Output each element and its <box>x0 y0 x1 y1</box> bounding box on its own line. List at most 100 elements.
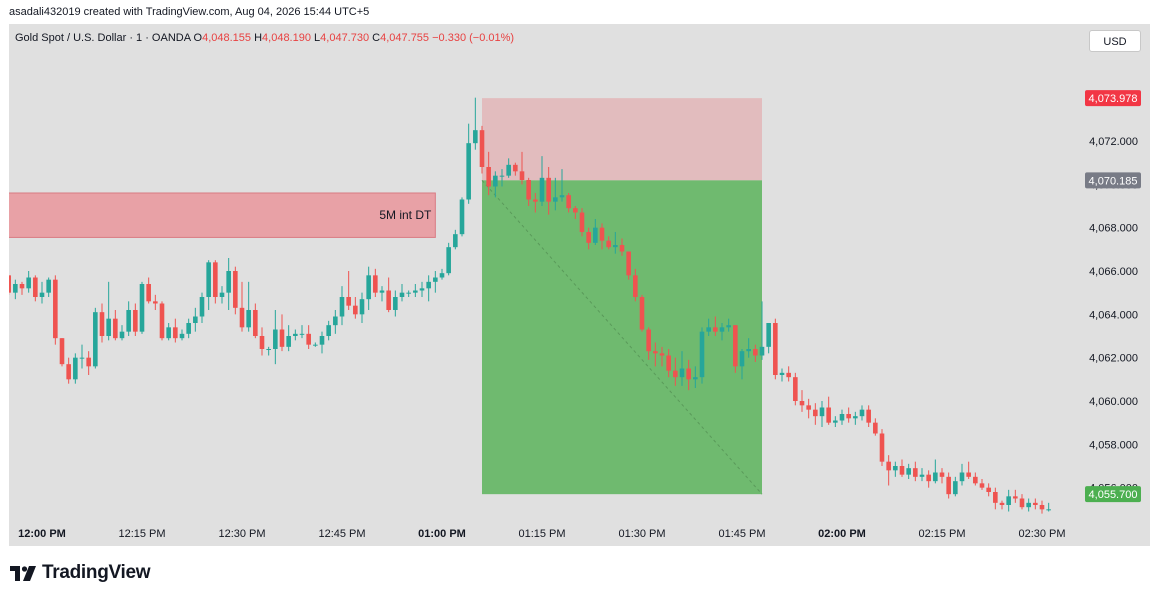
candle-body <box>459 199 465 235</box>
close-value: 4,047.755 <box>380 32 430 44</box>
high-label: H <box>254 32 263 44</box>
candle-body <box>433 277 438 282</box>
candle-body <box>373 275 378 293</box>
candle-body <box>766 323 771 347</box>
candle-body <box>986 487 991 492</box>
candle-body <box>1026 502 1031 508</box>
y-tick-label: 4,062.000 <box>1089 353 1138 365</box>
candle-body <box>446 247 451 274</box>
candle-body <box>633 275 638 297</box>
current-price-badge <box>1085 172 1141 189</box>
candle-body <box>826 407 831 423</box>
candle-body <box>553 197 558 202</box>
candle-body <box>239 307 245 328</box>
candle-body <box>359 299 365 315</box>
candle-body <box>93 312 98 367</box>
position-path-line <box>481 179 763 495</box>
candle-body <box>993 492 998 503</box>
candle-body <box>859 409 865 417</box>
target-price-badge <box>1085 486 1141 503</box>
chart-area[interactable]: 5M int DT4,056.0004,058.0004,060.0004,06… <box>9 24 1150 546</box>
candle-body <box>653 351 658 354</box>
candle-body <box>873 422 878 434</box>
candle-body <box>466 143 471 200</box>
candle-body <box>439 273 445 278</box>
header-bar: asadali432019 created with TradingView.c… <box>0 0 1159 24</box>
candle-body <box>566 195 571 209</box>
candle-body <box>733 325 738 367</box>
low-value: 4,047.730 <box>320 32 370 44</box>
candle-body <box>366 275 371 300</box>
candle-body <box>26 277 31 289</box>
candle-body <box>539 177 545 202</box>
currency-button[interactable]: USD <box>1089 30 1141 52</box>
candle-body <box>933 472 938 482</box>
change-value: −0.330 (−0.01%) <box>432 32 515 44</box>
candle-body <box>493 175 498 187</box>
time-scale <box>9 518 1083 546</box>
candle-body <box>306 333 311 345</box>
candle-body <box>513 164 518 172</box>
candle-body <box>406 292 411 294</box>
tradingview-logo[interactable]: TradingView <box>10 562 151 584</box>
y-tick-label: 4,060.000 <box>1089 396 1138 408</box>
candle-body <box>166 327 171 339</box>
candle-body <box>573 208 578 213</box>
candle-body <box>666 355 671 371</box>
candle-body <box>1019 498 1025 508</box>
candle-body <box>46 279 51 293</box>
candle-body <box>619 245 625 252</box>
candle-body <box>879 433 885 462</box>
candle-body <box>959 472 965 482</box>
x-tick-label: 02:30 PM <box>1018 528 1065 540</box>
stop-price-badge <box>1085 90 1141 107</box>
candle-body <box>706 327 711 332</box>
candle-body <box>353 305 358 315</box>
candle-body <box>299 333 305 335</box>
candle-body <box>126 310 131 332</box>
candle-body <box>313 344 318 346</box>
x-tick-label: 12:30 PM <box>218 528 265 540</box>
price-scale <box>1083 24 1150 546</box>
y-tick-label: 4,066.000 <box>1089 266 1138 278</box>
candle-body <box>659 353 665 356</box>
candle-body <box>739 351 745 367</box>
candle-body <box>946 476 951 495</box>
candle-body <box>86 357 91 367</box>
candle-body <box>506 164 511 176</box>
candle-body <box>173 327 178 339</box>
candle-body <box>833 420 838 423</box>
candle-body <box>59 338 65 365</box>
x-tick-label: 01:30 PM <box>618 528 665 540</box>
candle-body <box>413 290 418 293</box>
candle-body <box>499 175 505 177</box>
candle-body <box>693 377 698 380</box>
author-credit: asadali432019 created with TradingView.c… <box>9 6 370 18</box>
candle-body <box>726 325 731 328</box>
candle-body <box>906 468 911 475</box>
candle-body <box>266 349 271 350</box>
candle-body <box>1039 505 1045 510</box>
candle-body <box>686 368 691 380</box>
candle-body <box>819 407 825 417</box>
candle-body <box>193 316 198 323</box>
candle-body <box>399 292 405 297</box>
candle-body <box>719 327 725 332</box>
candle-body <box>613 245 618 248</box>
chart-canvas[interactable]: 5M int DT4,056.0004,058.0004,060.0004,06… <box>9 24 1150 546</box>
low-label: L <box>314 32 321 44</box>
supply-zone <box>9 192 436 238</box>
candle-body <box>19 284 25 289</box>
candle-body <box>133 310 138 332</box>
candle-body <box>673 370 678 378</box>
candle-body <box>626 251 631 276</box>
open-label: O <box>193 32 203 44</box>
candle-body <box>753 349 758 356</box>
candle-body <box>79 357 85 359</box>
candle-body <box>426 281 431 289</box>
candle-body <box>519 171 525 180</box>
candle-body <box>206 262 211 297</box>
candle-body <box>913 468 918 477</box>
candle-body <box>926 474 931 482</box>
candle-body <box>546 177 551 202</box>
